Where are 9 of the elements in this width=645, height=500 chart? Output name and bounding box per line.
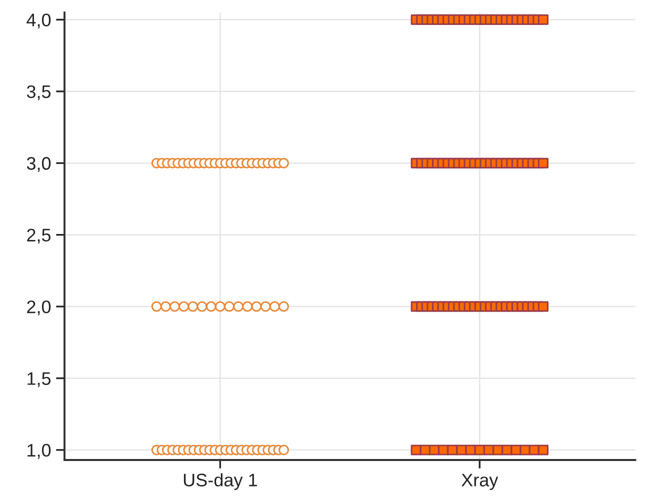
y-tick-label: 3,5 [26, 85, 51, 100]
x-tick-label: Xray [461, 474, 498, 490]
y-tick-label: 4,0 [26, 14, 51, 29]
x-tick-label: US-day 1 [184, 473, 257, 490]
y-tick-label: 1,5 [28, 372, 51, 388]
y-tick-label: 2,0 [27, 300, 51, 316]
y-tick-label: 1,0 [28, 444, 51, 459]
y-tick-label: 2,5 [27, 228, 51, 244]
y-tick-label: 3,0 [26, 157, 51, 172]
